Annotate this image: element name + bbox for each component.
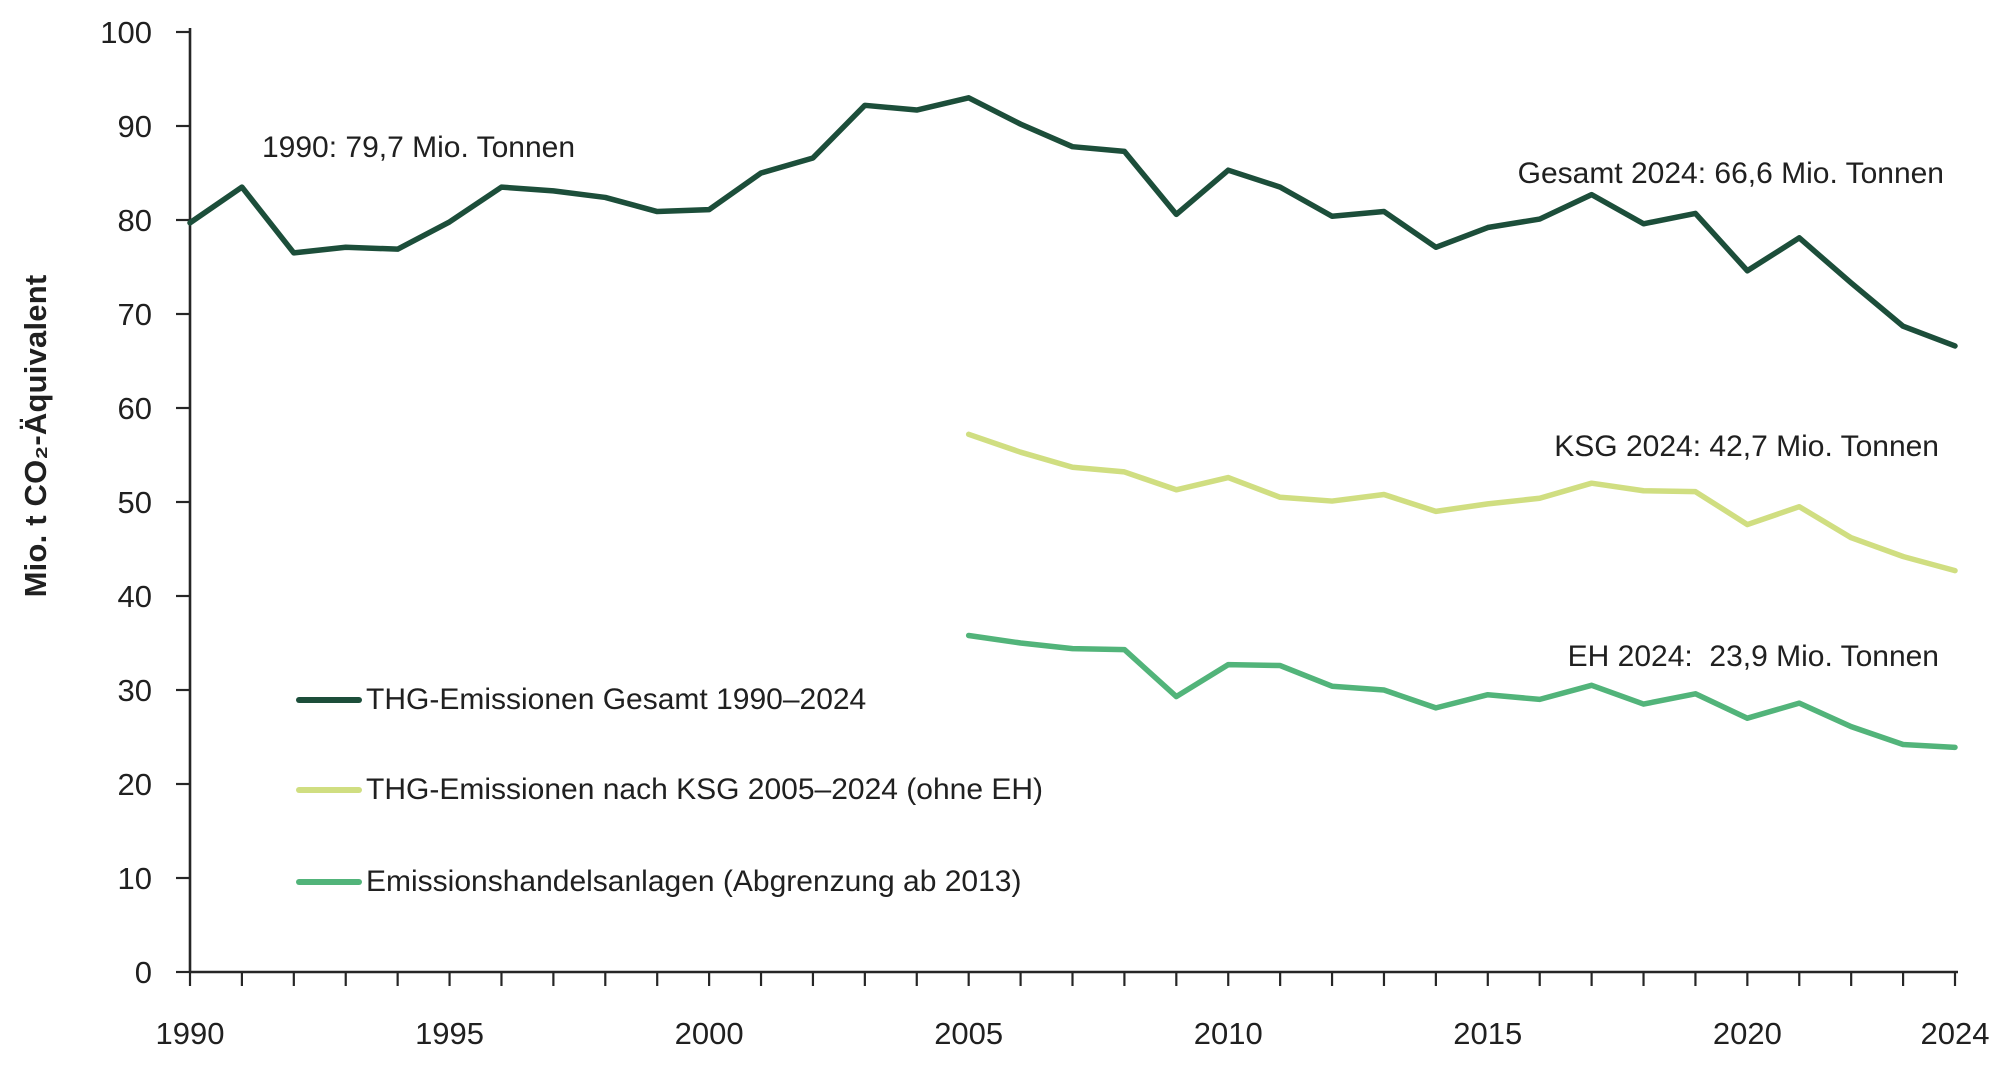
legend-label-ksg: THG-Emissionen nach KSG 2005–2024 (ohne …: [366, 773, 1044, 806]
y-axis-title: Mio. t CO₂-Äquivalent: [18, 274, 53, 598]
y-tick-label: 30: [118, 673, 152, 708]
legend-item-eh: Emissionshandelsanlagen (Abgrenzung ab 2…: [296, 865, 1021, 899]
y-tick-label: 20: [118, 767, 152, 802]
legend-item-ksg: THG-Emissionen nach KSG 2005–2024 (ohne …: [296, 773, 1043, 807]
x-tick-label: 2015: [1453, 1016, 1522, 1051]
y-tick-label: 80: [118, 203, 152, 238]
legend-label-eh: Emissionshandelsanlagen (Abgrenzung ab 2…: [366, 865, 1022, 898]
series-line-2: [965, 431, 1958, 574]
y-tick-label: 0: [135, 955, 152, 990]
x-tick-label: 1995: [415, 1016, 484, 1051]
x-tick-label: 2000: [675, 1016, 744, 1051]
annotation-eh-2024-value: EH 2024: 23,9 Mio. Tonnen: [1567, 640, 1939, 673]
gesamt-line-swatch: [296, 697, 362, 703]
x-tick-label: 2020: [1713, 1016, 1782, 1051]
eh-line-swatch: [296, 879, 362, 885]
ksg-line-swatch: [296, 787, 362, 793]
legend-item-gesamt: THG-Emissionen Gesamt 1990–2024: [296, 683, 866, 717]
series-line-1: [187, 95, 1958, 349]
x-tick-label: 1990: [156, 1016, 225, 1051]
y-tick-label: 50: [118, 485, 152, 520]
series-line-3: [965, 632, 1958, 751]
annotation-ksg-2024-value: KSG 2024: 42,7 Mio. Tonnen: [1554, 430, 1939, 463]
annotation-1990-value: 1990: 79,7 Mio. Tonnen: [262, 131, 576, 164]
y-tick-label: 10: [118, 861, 152, 896]
y-tick-label: 40: [118, 579, 152, 614]
y-tick-label: 60: [118, 391, 152, 426]
x-tick-label: 2024: [1921, 1016, 1990, 1051]
y-tick-label: 100: [100, 15, 152, 50]
y-tick-label: 70: [118, 297, 152, 332]
legend-label-gesamt: THG-Emissionen Gesamt 1990–2024: [366, 683, 867, 716]
x-tick-label: 2005: [934, 1016, 1003, 1051]
annotation-gesamt-2024-value: Gesamt 2024: 66,6 Mio. Tonnen: [1517, 157, 1944, 190]
x-tick-label: 2010: [1194, 1016, 1263, 1051]
y-tick-label: 90: [118, 109, 152, 144]
